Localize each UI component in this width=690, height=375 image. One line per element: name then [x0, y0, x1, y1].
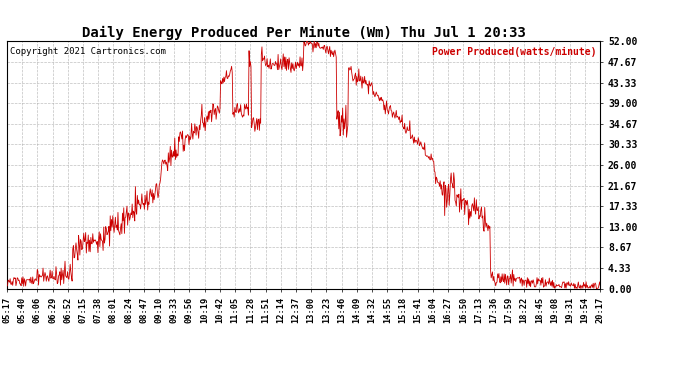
Text: Copyright 2021 Cartronics.com: Copyright 2021 Cartronics.com: [10, 47, 166, 56]
Text: Power Produced(watts/minute): Power Produced(watts/minute): [433, 47, 597, 57]
Title: Daily Energy Produced Per Minute (Wm) Thu Jul 1 20:33: Daily Energy Produced Per Minute (Wm) Th…: [81, 26, 526, 40]
